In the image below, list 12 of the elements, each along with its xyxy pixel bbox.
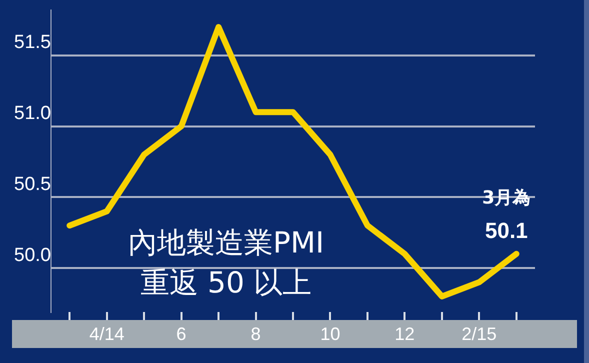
x-tick-label: 8: [250, 324, 261, 344]
x-tick-label: 2/15: [462, 324, 497, 344]
y-tick-label: 50.5: [14, 174, 51, 195]
x-tick-label: 10: [320, 324, 340, 344]
x-tick-label: 4/14: [89, 324, 124, 344]
annotation: 內地製造業PMI: [128, 226, 324, 260]
y-tick-label: 51.0: [14, 102, 51, 124]
annotation: 重返 50 以上: [140, 266, 312, 300]
y-tick-label: 50.0: [14, 244, 51, 266]
x-tick-label: 12: [394, 324, 415, 344]
y-tick-label: 51.5: [14, 32, 51, 54]
x-tick-label: 6: [176, 324, 186, 344]
